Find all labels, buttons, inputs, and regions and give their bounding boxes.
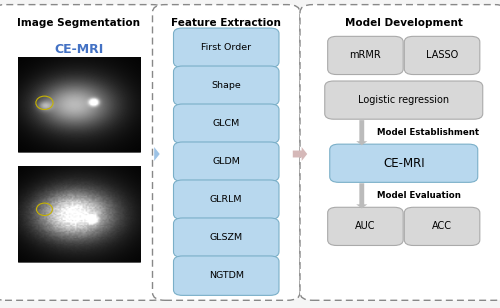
FancyBboxPatch shape [174,256,279,295]
Text: Model Development: Model Development [345,18,463,28]
Text: AUC: AUC [355,221,376,231]
Text: Image Segmentation: Image Segmentation [17,18,140,28]
FancyBboxPatch shape [174,180,279,219]
Text: CE-MRI: CE-MRI [383,157,424,170]
Text: GLSZM: GLSZM [210,233,243,242]
FancyBboxPatch shape [328,36,403,75]
Text: GLCM: GLCM [212,119,240,128]
Text: LASSO: LASSO [426,51,458,60]
Text: Shape: Shape [212,81,241,90]
Bar [18,166,140,262]
Text: GLRLM: GLRLM [210,195,242,204]
FancyBboxPatch shape [174,218,279,257]
Text: NGTDM: NGTDM [209,271,244,280]
FancyBboxPatch shape [328,207,403,245]
FancyBboxPatch shape [174,142,279,181]
Text: mRMR: mRMR [350,51,382,60]
FancyBboxPatch shape [0,5,165,300]
Bar [18,57,140,152]
FancyBboxPatch shape [152,5,300,300]
Text: GLDM: GLDM [212,157,240,166]
Text: CE-MRI: CE-MRI [54,43,104,56]
FancyBboxPatch shape [174,66,279,105]
Text: Model Establishment: Model Establishment [377,128,479,137]
Text: Logistic regression: Logistic regression [358,95,450,105]
Text: ACC: ACC [432,221,452,231]
Text: Feature Extraction: Feature Extraction [172,18,281,28]
FancyBboxPatch shape [330,144,478,182]
FancyBboxPatch shape [174,28,279,67]
Text: Model Evaluation: Model Evaluation [377,191,460,201]
FancyBboxPatch shape [300,5,500,300]
FancyBboxPatch shape [174,104,279,144]
Text: First Order: First Order [201,43,252,52]
FancyBboxPatch shape [325,81,483,119]
FancyBboxPatch shape [404,36,480,75]
FancyBboxPatch shape [404,207,480,245]
